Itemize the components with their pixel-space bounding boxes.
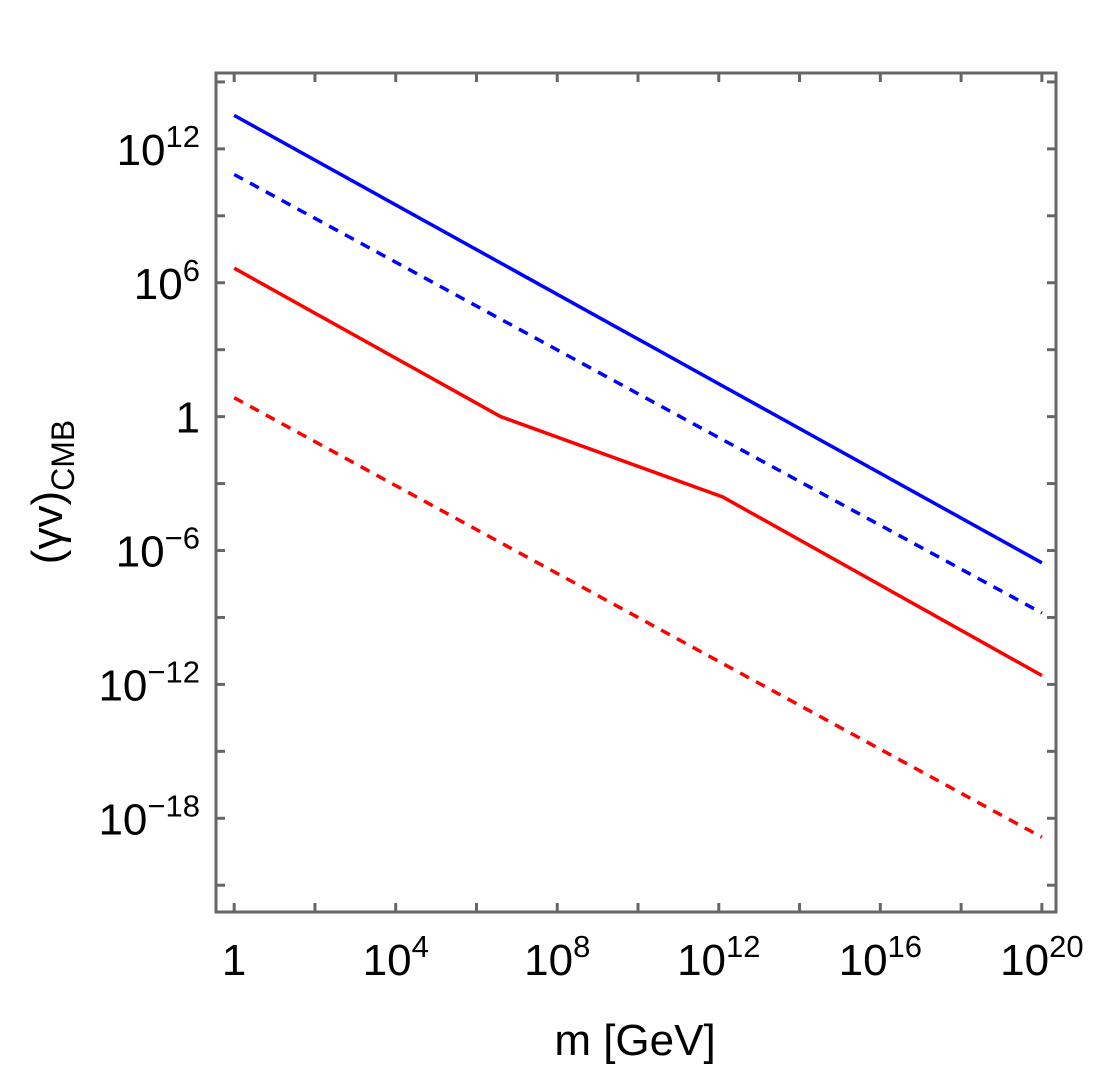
x-tick-label-base: 1 xyxy=(222,936,246,985)
y-axis-label-group: (γv)CMB xyxy=(23,420,81,564)
y-axis-label-main: (γv) xyxy=(23,491,72,564)
x-tick-label-base: 10 xyxy=(524,936,573,985)
x-tick-label-base: 10 xyxy=(1000,936,1049,985)
y-tick-label: 10−6 xyxy=(116,521,200,577)
x-tick-label: 1012 xyxy=(677,929,760,985)
x-tick-label: 108 xyxy=(524,929,590,985)
y-tick-label: 1012 xyxy=(117,119,200,175)
series-line-3 xyxy=(233,396,1043,839)
x-tick-label: 1020 xyxy=(1000,929,1083,985)
x-tick-label: 104 xyxy=(363,929,429,985)
y-axis-label: (γv)CMB xyxy=(23,420,81,564)
x-tick-label-exp: 12 xyxy=(726,929,760,964)
series-line-0 xyxy=(233,113,1043,565)
x-tick-label-base: 10 xyxy=(839,936,888,985)
x-tick-label-exp: 16 xyxy=(888,929,922,964)
x-tick-label: 1 xyxy=(222,936,246,985)
y-axis-label-sub: CMB xyxy=(45,420,81,491)
x-tick-label-exp: 20 xyxy=(1049,929,1083,964)
series-line-1 xyxy=(233,172,1043,615)
y-tick-label-exp: −12 xyxy=(147,654,200,689)
y-tick-label-exp: 12 xyxy=(166,119,200,154)
series-layer xyxy=(233,113,1043,839)
y-tick-label: 106 xyxy=(134,253,200,309)
x-tick-label-base: 10 xyxy=(363,936,412,985)
x-tick-label: 1016 xyxy=(839,929,922,985)
tick-layer: 1 104 108 1012 1016 10201012106110−610−1210−1… xyxy=(98,73,1084,985)
y-tick-label: 1 xyxy=(176,394,200,443)
y-tick-label-exp: 6 xyxy=(183,253,200,288)
y-tick-label-base: 1 xyxy=(176,394,200,443)
y-tick-label-base: 10 xyxy=(98,661,147,710)
x-tick-label-exp: 4 xyxy=(412,929,429,964)
x-tick-label-exp: 8 xyxy=(573,929,590,964)
y-tick-label: 10−12 xyxy=(98,654,200,710)
plot-frame xyxy=(214,71,1058,914)
y-tick-label: 10−18 xyxy=(98,788,200,844)
y-tick-label-base: 10 xyxy=(117,126,166,175)
series-line-2 xyxy=(233,266,1043,678)
y-tick-label-exp: −18 xyxy=(147,788,200,823)
x-axis-label: m [GeV] xyxy=(554,1016,715,1065)
y-tick-label-base: 10 xyxy=(116,528,165,577)
y-tick-label-base: 10 xyxy=(98,795,147,844)
x-tick-label-base: 10 xyxy=(677,936,726,985)
y-tick-label-exp: −6 xyxy=(165,521,200,556)
y-tick-label-base: 10 xyxy=(134,260,183,309)
